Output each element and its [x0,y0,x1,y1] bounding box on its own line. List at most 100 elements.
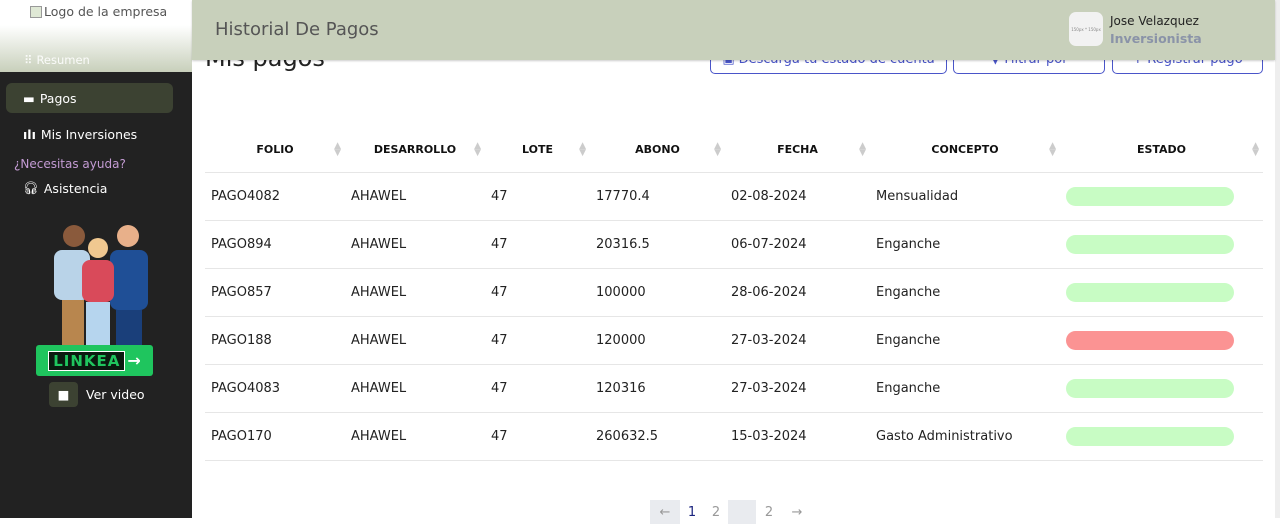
status-badge [1066,282,1234,302]
column-header-desarrollo[interactable]: DESARROLLO ▲ ▼ [345,128,485,172]
cell-desarrollo: AHAWEL [345,171,485,220]
sort-icon[interactable]: ▲ ▼ [1049,141,1056,158]
cell-folio: PAGO894 [205,219,345,268]
sidebar-item-label: Asistencia [43,180,108,196]
sidebar-item-mis-inversiones[interactable]: ılı Mis Inversiones [6,119,173,149]
cell-lote: 47 [485,171,590,220]
column-header-label: CONCEPTO [931,143,999,157]
cell-fecha: 27-03-2024 [725,315,870,364]
sort-icon[interactable]: ▲ ▼ [474,141,481,158]
table-row[interactable]: PAGO857 AHAWEL 47 100000 28-06-2024 Enganche [205,267,1263,316]
page-ellipsis-button[interactable] [728,500,756,524]
sidebar-item-label: Mis Inversiones [40,126,138,142]
sort-icon[interactable]: ▲ ▼ [1252,141,1259,158]
column-header-folio[interactable]: FOLIO ▲ ▼ [205,128,345,172]
linkea-button[interactable]: LINKEA → [36,345,153,376]
cell-concepto: Mensualidad [870,171,1060,220]
page-2-button[interactable]: 2 [711,504,721,520]
table-row[interactable]: PAGO188 AHAWEL 47 120000 27-03-2024 Enganche [205,315,1263,364]
prev-page-button[interactable]: ← [650,500,680,524]
sidebar: Logo de la empresa ⠿ Resumen ▬ Pagos ılı Mi… [0,0,192,518]
cell-lote: 47 [485,315,590,364]
grid-icon: ⠿ [24,53,33,67]
cell-desarrollo: AHAWEL [345,267,485,316]
cell-concepto: Enganche [870,219,1060,268]
broken-image-icon [30,5,42,18]
page-header-title: Historial De Pagos [215,19,379,40]
cell-estado [1060,411,1263,461]
logo-alt-text: Logo de la empresa [44,4,168,19]
user-name: Jose Velazquez [1110,14,1199,28]
sort-icon[interactable]: ▲ ▼ [334,141,341,158]
user-role: Inversionista [1110,31,1202,46]
cell-estado [1060,171,1263,220]
sidebar-item-label: Pagos [39,90,77,106]
next-page-button[interactable]: → [791,504,803,520]
column-header-label: FECHA [777,143,818,157]
status-badge [1066,234,1234,254]
cell-fecha: 15-03-2024 [725,411,870,461]
linkea-logo: LINKEA [48,350,126,371]
column-header-abono[interactable]: ABONO ▲ ▼ [590,128,725,172]
cell-concepto: Gasto Administrativo [870,411,1060,461]
cell-lote: 47 [485,219,590,268]
cell-abono: 260632.5 [590,411,725,461]
cell-abono: 120000 [590,315,725,364]
payments-table: FOLIO ▲ ▼ DESARROLLO ▲ ▼ LOTE ▲ ▼ ABONO ▲ ▼ FECHA ▲ ▼ C… [205,128,1263,461]
cell-fecha: 27-03-2024 [725,363,870,412]
cell-lote: 47 [485,411,590,461]
cell-lote: 47 [485,267,590,316]
cell-fecha: 28-06-2024 [725,267,870,316]
video-button[interactable]: ■ Ver video [49,382,145,407]
sidebar-item-resumen[interactable]: ⠿ Resumen [24,53,90,67]
cell-folio: PAGO170 [205,411,345,461]
cell-folio: PAGO857 [205,267,345,316]
column-header-label: ABONO [635,143,680,157]
cell-abono: 120316 [590,363,725,412]
status-badge [1066,378,1234,398]
team-illustration [54,225,148,346]
cell-desarrollo: AHAWEL [345,315,485,364]
table-row[interactable]: PAGO170 AHAWEL 47 260632.5 15-03-2024 Gasto A… [205,411,1263,461]
column-header-lote[interactable]: LOTE ▲ ▼ [485,128,590,172]
column-header-label: LOTE [522,143,553,157]
cell-abono: 17770.4 [590,171,725,220]
video-camera-icon: ■ [49,382,78,407]
cell-folio: PAGO4082 [205,171,345,220]
column-header-concepto[interactable]: CONCEPTO ▲ ▼ [870,128,1060,172]
page-1-button[interactable]: 1 [687,504,697,520]
sort-icon[interactable]: ▲ ▼ [859,141,866,158]
cell-desarrollo: AHAWEL [345,363,485,412]
cell-estado [1060,219,1263,268]
column-header-label: ESTADO [1136,143,1187,157]
headset-icon: 🎧︎ [23,180,39,195]
cell-concepto: Enganche [870,315,1060,364]
help-heading: ¿Necesitas ayuda? [14,157,126,171]
cell-estado [1060,363,1263,412]
status-badge [1066,330,1234,350]
sidebar-item-asistencia[interactable]: 🎧︎ Asistencia [6,174,173,202]
arrow-right-icon: → [127,351,141,370]
column-header-estado[interactable]: ESTADO ▲ ▼ [1060,128,1263,172]
cell-desarrollo: AHAWEL [345,219,485,268]
column-header-label: DESARROLLO [373,143,457,157]
status-badge [1066,186,1234,206]
cell-fecha: 06-07-2024 [725,219,870,268]
column-header-label: FOLIO [256,143,294,157]
sidebar-item-label: Resumen [36,53,90,67]
scrollbar[interactable] [1275,0,1280,518]
sidebar-item-pagos[interactable]: ▬ Pagos [6,83,173,113]
cell-concepto: Enganche [870,363,1060,412]
card-icon: ▬ [23,90,35,106]
table-row[interactable]: PAGO894 AHAWEL 47 20316.5 06-07-2024 Enganche [205,219,1263,268]
cell-lote: 47 [485,363,590,412]
sort-icon[interactable]: ▲ ▼ [714,141,721,158]
video-label: Ver video [86,387,145,402]
cell-folio: PAGO4083 [205,363,345,412]
avatar[interactable]: 150px * 150px [1069,12,1103,46]
column-header-fecha[interactable]: FECHA ▲ ▼ [725,128,870,172]
table-row[interactable]: PAGO4083 AHAWEL 47 120316 27-03-2024 Enganche [205,363,1263,412]
page-last-button[interactable]: 2 [764,504,774,520]
table-row[interactable]: PAGO4082 AHAWEL 47 17770.4 02-08-2024 Mensual… [205,171,1263,220]
sort-icon[interactable]: ▲ ▼ [579,141,586,158]
